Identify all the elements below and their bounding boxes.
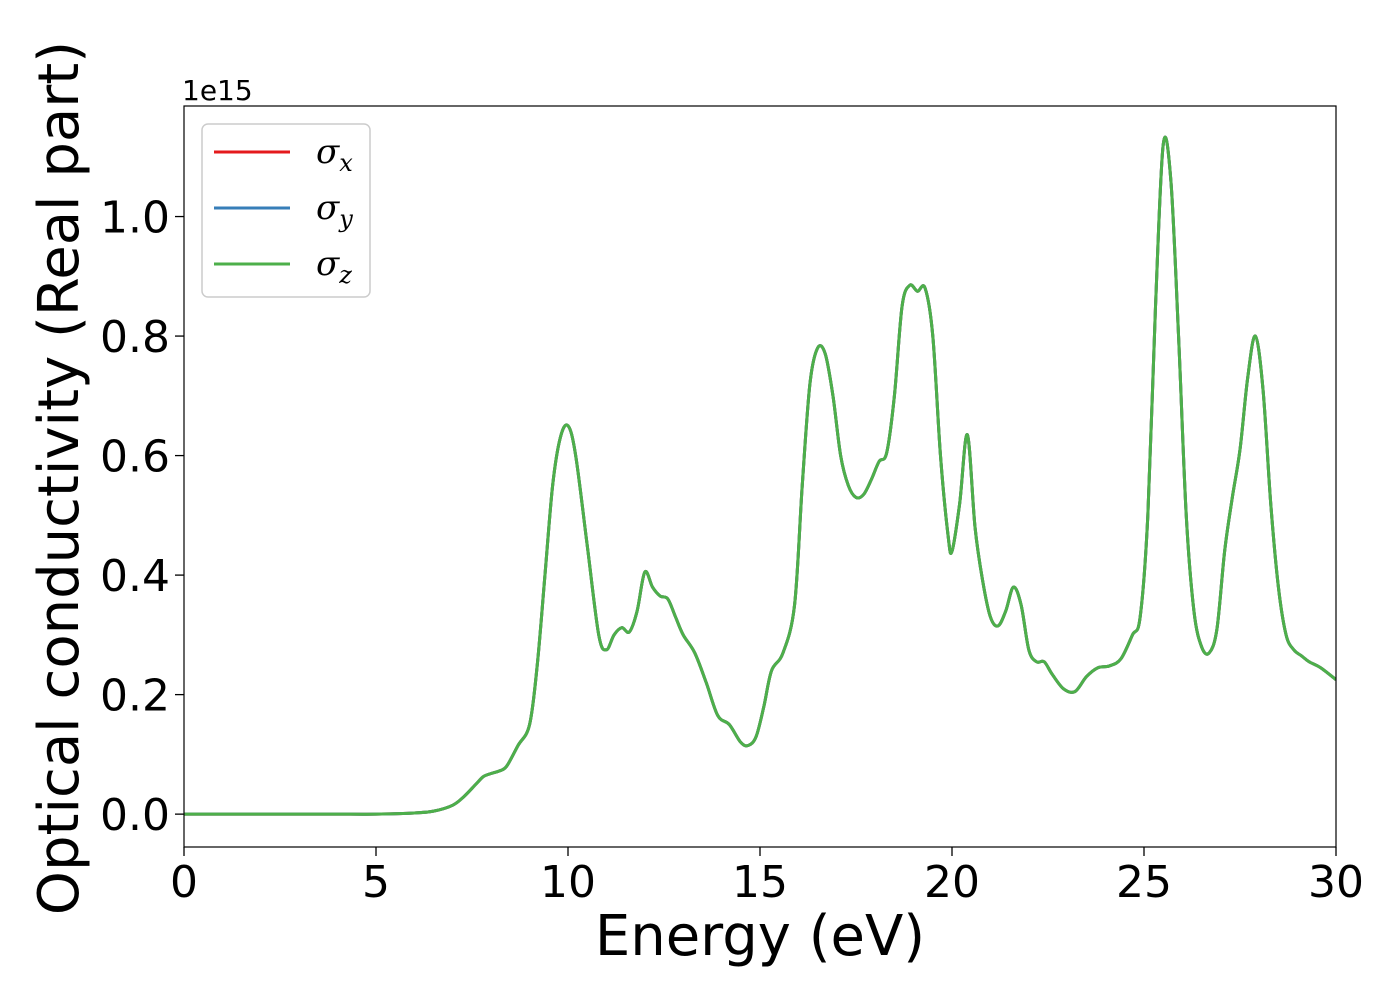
series-line	[184, 135, 1336, 816]
x-axis-title: Energy (eV)	[595, 904, 925, 969]
x-tick-label: 20	[924, 857, 980, 908]
legend-label: σx	[316, 132, 353, 177]
legend-symbol: σ	[316, 188, 340, 228]
legend-subscript: x	[339, 149, 353, 177]
legend-label: σy	[316, 188, 353, 233]
x-tick-label: 30	[1308, 857, 1364, 908]
x-tick-label: 25	[1116, 857, 1172, 908]
legend-symbol: σ	[316, 132, 340, 172]
y-tick-label: 0.0	[100, 790, 170, 841]
x-tick-label: 0	[170, 857, 198, 908]
series-group	[184, 135, 1336, 816]
y-tick-label: 0.8	[100, 312, 170, 363]
x-tick-label: 10	[540, 857, 596, 908]
x-tick-label: 5	[362, 857, 390, 908]
y-axis-title: Optical conductivity (Real part)	[27, 41, 92, 915]
legend-frame	[201, 123, 371, 298]
legend-subscript: y	[338, 205, 353, 233]
y-axis-offset-label: 1e15	[182, 74, 253, 107]
y-tick-label: 0.2	[100, 671, 170, 722]
y-axis-ticks: 0.0 0.2 0.4 0.6 0.8 1.0	[100, 193, 184, 841]
legend-subscript: z	[338, 261, 352, 289]
y-tick-label: 0.6	[100, 432, 170, 483]
legend-label: σz	[316, 244, 352, 289]
plot-area	[183, 105, 1337, 848]
legend-symbol: σ	[316, 244, 340, 284]
y-tick-label: 1.0	[100, 193, 170, 244]
x-axis-ticks: 0 5 10 15 20 25 30	[170, 847, 1364, 908]
x-tick-label: 15	[732, 857, 788, 908]
y-tick-label: 0.4	[100, 551, 170, 602]
